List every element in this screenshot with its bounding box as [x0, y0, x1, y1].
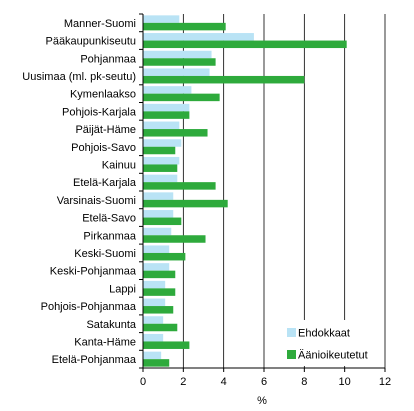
- bar-ehdokkaat-etela-pohjanmaa: [143, 351, 162, 360]
- bar-ehdokkaat-paakaupunkiseutu: [143, 33, 254, 41]
- category-label-manner-suomi: Manner-Suomi: [64, 18, 136, 30]
- bar-aanioikeutetut-kainuu: [143, 164, 178, 172]
- bar-ehdokkaat-keski-suomi: [143, 245, 170, 253]
- bar-ehdokkaat-etela-karjala: [143, 174, 178, 183]
- bar-aanioikeutetut-keski-pohjanmaa: [143, 270, 176, 279]
- bar-ehdokkaat-kymenlaakso: [143, 86, 192, 94]
- bar-ehdokkaat-varsinais-suomi: [143, 192, 174, 200]
- category-label-keski-pohjanmaa: Keski-Pohjanmaa: [50, 266, 137, 278]
- category-label-lappi: Lappi: [109, 283, 136, 295]
- bar-aanioikeutetut-uusimaa-ml-pk-seutu: [143, 75, 305, 84]
- bar-ehdokkaat-pohjois-karjala: [143, 103, 190, 112]
- category-label-pohjois-savo: Pohjois-Savo: [71, 142, 136, 154]
- bar-ehdokkaat-kainuu: [143, 156, 180, 165]
- bar-aanioikeutetut-pohjanmaa: [143, 58, 216, 66]
- bar-aanioikeutetut-kanta-hame: [143, 341, 190, 349]
- bar-ehdokkaat-uusimaa-ml-pk-seutu: [143, 68, 210, 76]
- bar-aanioikeutetut-keski-suomi: [143, 252, 186, 261]
- bar-aanioikeutetut-satakunta: [143, 323, 178, 332]
- bar-aanioikeutetut-paakaupunkiseutu: [143, 40, 347, 49]
- bar-aanioikeutetut-manner-suomi: [143, 22, 226, 31]
- x-tick-label-6: 6: [261, 376, 267, 388]
- category-label-kainuu: Kainuu: [102, 159, 136, 171]
- legend: Ehdokkaat Äänioikeutetut: [283, 320, 383, 366]
- bar-aanioikeutetut-pirkanmaa: [143, 235, 206, 243]
- bar-ehdokkaat-lappi: [143, 280, 166, 289]
- bar-aanioikeutetut-pohjois-savo: [143, 146, 176, 155]
- category-labels: Manner-Suomi Pääkaupunkiseutu Pohjanmaa Uus…: [22, 18, 137, 366]
- category-label-keski-suomi: Keski-Suomi: [74, 248, 136, 260]
- x-tick-label-4: 4: [221, 376, 227, 388]
- bar-aanioikeutetut-pohjois-pohjanmaa: [143, 306, 174, 314]
- bar-aanioikeutetut-kymenlaakso: [143, 93, 220, 102]
- x-tick-label-8: 8: [301, 376, 307, 388]
- category-label-pohjois-pohjanmaa: Pohjois-Pohjanmaa: [41, 301, 137, 313]
- bar-ehdokkaat-pohjanmaa: [143, 50, 212, 59]
- bar-aanioikeutetut-etela-savo: [143, 217, 182, 226]
- bar-aanioikeutetut-varsinais-suomi: [143, 199, 228, 208]
- category-label-varsinais-suomi: Varsinais-Suomi: [57, 195, 136, 207]
- bars: [139, 13, 347, 369]
- x-tick-label-0: 0: [140, 376, 146, 388]
- category-label-satakunta: Satakunta: [86, 319, 136, 331]
- category-label-kymenlaakso: Kymenlaakso: [70, 89, 136, 101]
- legend-swatch-ehdokkaat: [287, 328, 296, 337]
- category-label-pohjanmaa: Pohjanmaa: [80, 53, 137, 65]
- category-label-etela-savo: Etelä-Savo: [82, 213, 136, 225]
- x-tick-label-12: 12: [379, 376, 391, 388]
- bar-aanioikeutetut-paijat-hame: [143, 129, 208, 137]
- x-tick-label-2: 2: [180, 376, 186, 388]
- category-label-pirkanmaa: Pirkanmaa: [83, 230, 136, 242]
- category-label-paijat-hame: Päijät-Häme: [75, 124, 136, 136]
- category-label-etela-karjala: Etelä-Karjala: [73, 177, 137, 189]
- bar-aanioikeutetut-lappi: [143, 288, 176, 296]
- category-label-kanta-hame: Kanta-Häme: [74, 336, 136, 348]
- x-tick-labels: 0 2 4 6 8 10 12: [140, 368, 391, 388]
- bar-ehdokkaat-pohjois-pohjanmaa: [143, 298, 166, 307]
- legend-background: [283, 320, 383, 366]
- bar-aanioikeutetut-etela-karjala: [143, 182, 216, 190]
- bar-ehdokkaat-kanta-hame: [143, 333, 164, 342]
- x-axis-label: %: [257, 395, 267, 407]
- bar-aanioikeutetut-etela-pohjanmaa: [143, 359, 170, 367]
- category-label-uusimaa-ml-pk-seutu: Uusimaa (ml. pk-seutu): [22, 71, 136, 83]
- legend-label-aanioikeutetut: Äänioikeutetut: [298, 350, 368, 362]
- bar-aanioikeutetut-pohjois-karjala: [143, 111, 190, 119]
- bar-ehdokkaat-manner-suomi: [143, 15, 180, 23]
- legend-label-ehdokkaat: Ehdokkaat: [298, 328, 350, 340]
- bar-ehdokkaat-keski-pohjanmaa: [143, 263, 170, 271]
- category-label-pohjois-karjala: Pohjois-Karjala: [62, 106, 137, 118]
- bar-ehdokkaat-pirkanmaa: [143, 227, 172, 236]
- bar-ehdokkaat-etela-savo: [143, 210, 174, 218]
- category-label-paakaupunkiseutu: Pääkaupunkiseutu: [45, 36, 136, 48]
- bar-ehdokkaat-pohjois-savo: [143, 139, 182, 147]
- legend-swatch-aanioikeutetut: [287, 350, 296, 359]
- bar-ehdokkaat-satakunta: [143, 316, 164, 324]
- x-tick-label-10: 10: [339, 376, 351, 388]
- category-label-etela-pohjanmaa: Etelä-Pohjanmaa: [52, 354, 137, 366]
- bar-ehdokkaat-paijat-hame: [143, 121, 180, 130]
